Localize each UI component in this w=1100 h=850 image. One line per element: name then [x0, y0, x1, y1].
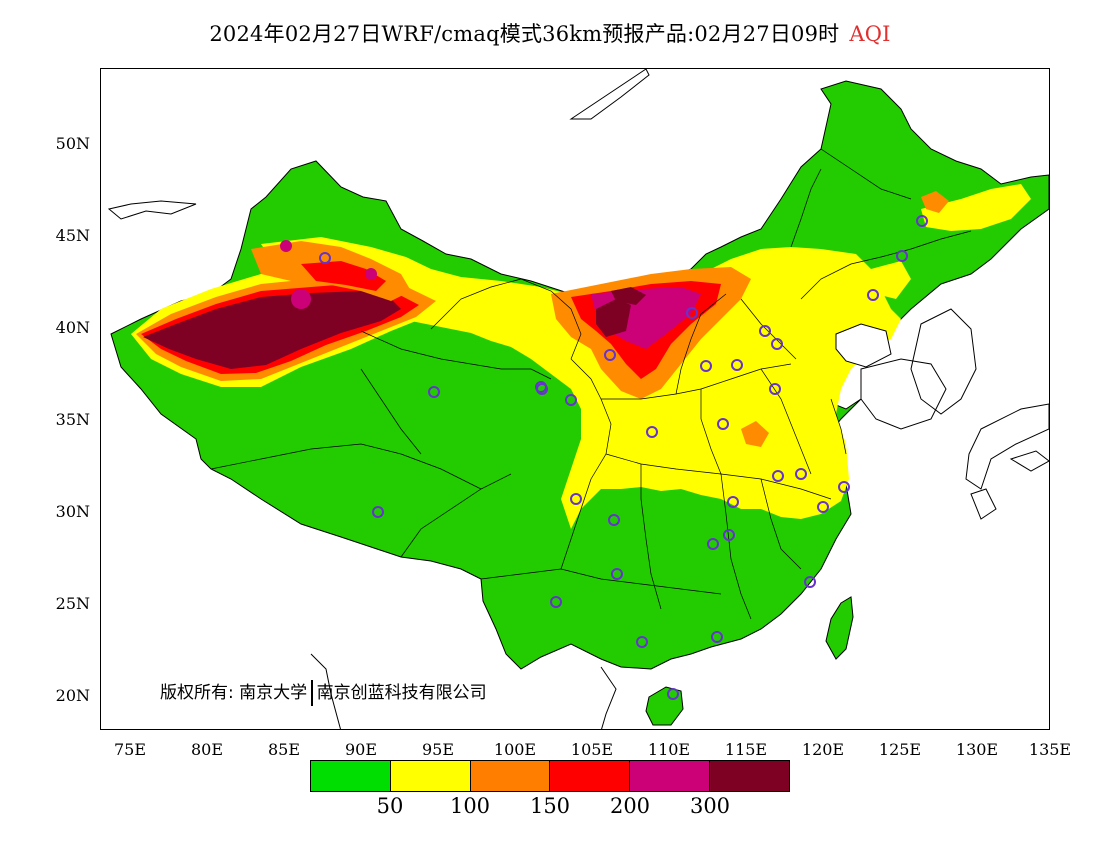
- lat-label-50n: 50N: [55, 134, 90, 153]
- map-frame: [100, 68, 1050, 730]
- xinjiang-north-red: [301, 261, 386, 291]
- lon-label-75e: 75E: [113, 740, 147, 759]
- hainan-island: [645, 686, 684, 726]
- station-marker: [771, 338, 783, 350]
- map-title: 2024年02月27日WRF/cmaq模式36km预报产品:02月27日09时 A…: [0, 18, 1100, 48]
- legend-swatch-good: [311, 761, 391, 791]
- lon-label-100e: 100E: [493, 740, 537, 759]
- hami-hotspot: [280, 240, 292, 252]
- station-marker: [535, 381, 547, 393]
- taiwan-island: [825, 596, 854, 660]
- station-marker: [795, 468, 807, 480]
- aqi-legend-bar: [310, 760, 790, 792]
- station-marker: [700, 360, 712, 372]
- lat-label-20n: 20N: [55, 686, 90, 705]
- copyright-separator: [311, 680, 313, 706]
- japan-south: [970, 488, 997, 520]
- lon-label-110e: 110E: [647, 740, 691, 759]
- lon-label-80e: 80E: [190, 740, 224, 759]
- title-product: 2024年02月27日WRF/cmaq模式36km预报产品:02月27日09时: [209, 22, 840, 46]
- station-marker: [711, 631, 723, 643]
- station-marker: [646, 426, 658, 438]
- lat-label-30n: 30N: [55, 502, 90, 521]
- station-marker: [772, 470, 784, 482]
- orange-patch-2: [921, 191, 949, 213]
- station-marker: [611, 568, 623, 580]
- legend-tick-100: 100: [449, 794, 491, 818]
- legend-swatch-moderate: [390, 761, 471, 791]
- copyright-org2: 南京创蓝科技有限公司: [316, 683, 487, 703]
- lon-label-125e: 125E: [878, 740, 922, 759]
- station-marker: [608, 514, 620, 526]
- station-marker: [867, 289, 879, 301]
- lon-label-135e: 135E: [1028, 740, 1072, 759]
- japan-coast: [965, 403, 1049, 490]
- lon-label-95e: 95E: [421, 740, 455, 759]
- station-marker: [896, 250, 908, 262]
- station-marker: [769, 383, 781, 395]
- moderate-zone-ne: [921, 184, 1031, 231]
- station-marker: [759, 325, 771, 337]
- station-marker: [817, 501, 829, 513]
- station-marker: [550, 596, 562, 608]
- station-marker: [636, 636, 648, 648]
- north-china-hazardous: [596, 299, 631, 337]
- copyright-prefix: 版权所有:: [160, 683, 234, 703]
- bohai-sea: [835, 323, 892, 368]
- station-marker: [570, 493, 582, 505]
- legend-tick-50: 50: [376, 794, 404, 818]
- vietnam-coast: [600, 666, 617, 729]
- station-marker: [717, 418, 729, 430]
- orange-patch-1: [741, 421, 769, 447]
- lon-label-85e: 85E: [267, 740, 301, 759]
- station-marker: [838, 481, 850, 493]
- xinjiang-hotspot: [291, 289, 311, 309]
- lon-label-130e: 130E: [955, 740, 999, 759]
- station-marker: [686, 307, 698, 319]
- urumqi-hotspot: [365, 268, 377, 280]
- russia-coast: [569, 69, 650, 120]
- japan-south2: [1009, 450, 1049, 472]
- legend-tick-300: 300: [689, 794, 731, 818]
- kazakh-lake: [107, 200, 197, 220]
- lat-label-25n: 25N: [55, 594, 90, 613]
- title-variable: AQI: [849, 22, 891, 46]
- moderate-zone-ne2: [871, 261, 911, 299]
- legend-swatch-very-unhealthy: [630, 761, 711, 791]
- legend-tick-150: 150: [529, 794, 571, 818]
- burma-coast: [310, 653, 341, 729]
- station-marker: [804, 576, 816, 588]
- station-marker: [604, 349, 616, 361]
- legend-swatch-unhealthy: [550, 761, 631, 791]
- tarim-hazardous: [143, 291, 401, 369]
- lon-label-120e: 120E: [801, 740, 845, 759]
- station-marker: [727, 496, 739, 508]
- lon-label-90e: 90E: [344, 740, 378, 759]
- station-marker: [319, 252, 331, 264]
- north-china-hazardous2: [611, 287, 646, 305]
- station-marker: [667, 688, 679, 700]
- lat-label-40n: 40N: [55, 318, 90, 337]
- lon-label-105e: 105E: [570, 740, 614, 759]
- lat-label-35n: 35N: [55, 410, 90, 429]
- legend-swatch-usg: [470, 761, 551, 791]
- lon-label-115e: 115E: [724, 740, 768, 759]
- korea-coast: [910, 308, 977, 415]
- yellow-sea: [860, 358, 947, 430]
- province-boundaries: [210, 148, 972, 620]
- lat-label-45n: 45N: [55, 226, 90, 245]
- station-marker: [731, 359, 743, 371]
- station-marker: [428, 386, 440, 398]
- legend-swatch-hazardous: [710, 761, 789, 791]
- station-marker: [916, 215, 928, 227]
- station-markers: [319, 215, 928, 700]
- station-marker: [723, 529, 735, 541]
- station-marker: [707, 538, 719, 550]
- aqi-map: [107, 69, 1049, 729]
- copyright-org1: 南京大学: [239, 683, 308, 703]
- legend-tick-200: 200: [609, 794, 651, 818]
- station-marker: [565, 394, 577, 406]
- copyright-notice: 版权所有: 南京大学 南京创蓝科技有限公司: [160, 678, 487, 706]
- station-marker: [372, 506, 384, 518]
